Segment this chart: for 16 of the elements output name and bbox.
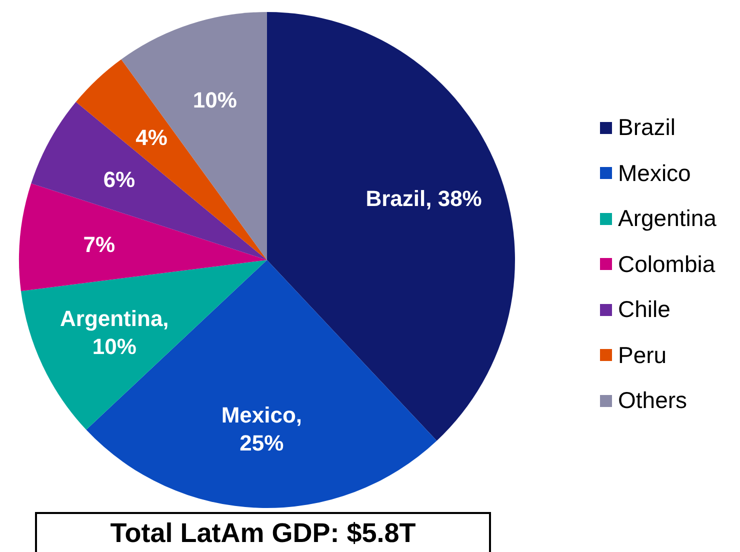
legend-label: Others xyxy=(618,387,688,414)
legend-label: Mexico xyxy=(618,160,691,187)
data-label: 10% xyxy=(192,87,237,112)
data-label: Mexico, 25% xyxy=(221,402,302,456)
data-label: 7% xyxy=(83,232,116,257)
data-label: 6% xyxy=(103,166,136,192)
legend-label: Argentina xyxy=(618,205,716,232)
pie-slice xyxy=(76,59,267,260)
data-label: Brazil, 38% xyxy=(366,185,482,210)
data-label: Argentina, 10% xyxy=(60,305,169,358)
legend-label: Chile xyxy=(618,296,670,324)
legend-label: Brazil xyxy=(618,114,676,142)
legend-label: Peru xyxy=(618,342,667,369)
data-label: 4% xyxy=(136,124,168,150)
legend-label: Colombia xyxy=(618,250,716,278)
text: Total LatAm GDP: $5.8T xyxy=(35,512,491,552)
